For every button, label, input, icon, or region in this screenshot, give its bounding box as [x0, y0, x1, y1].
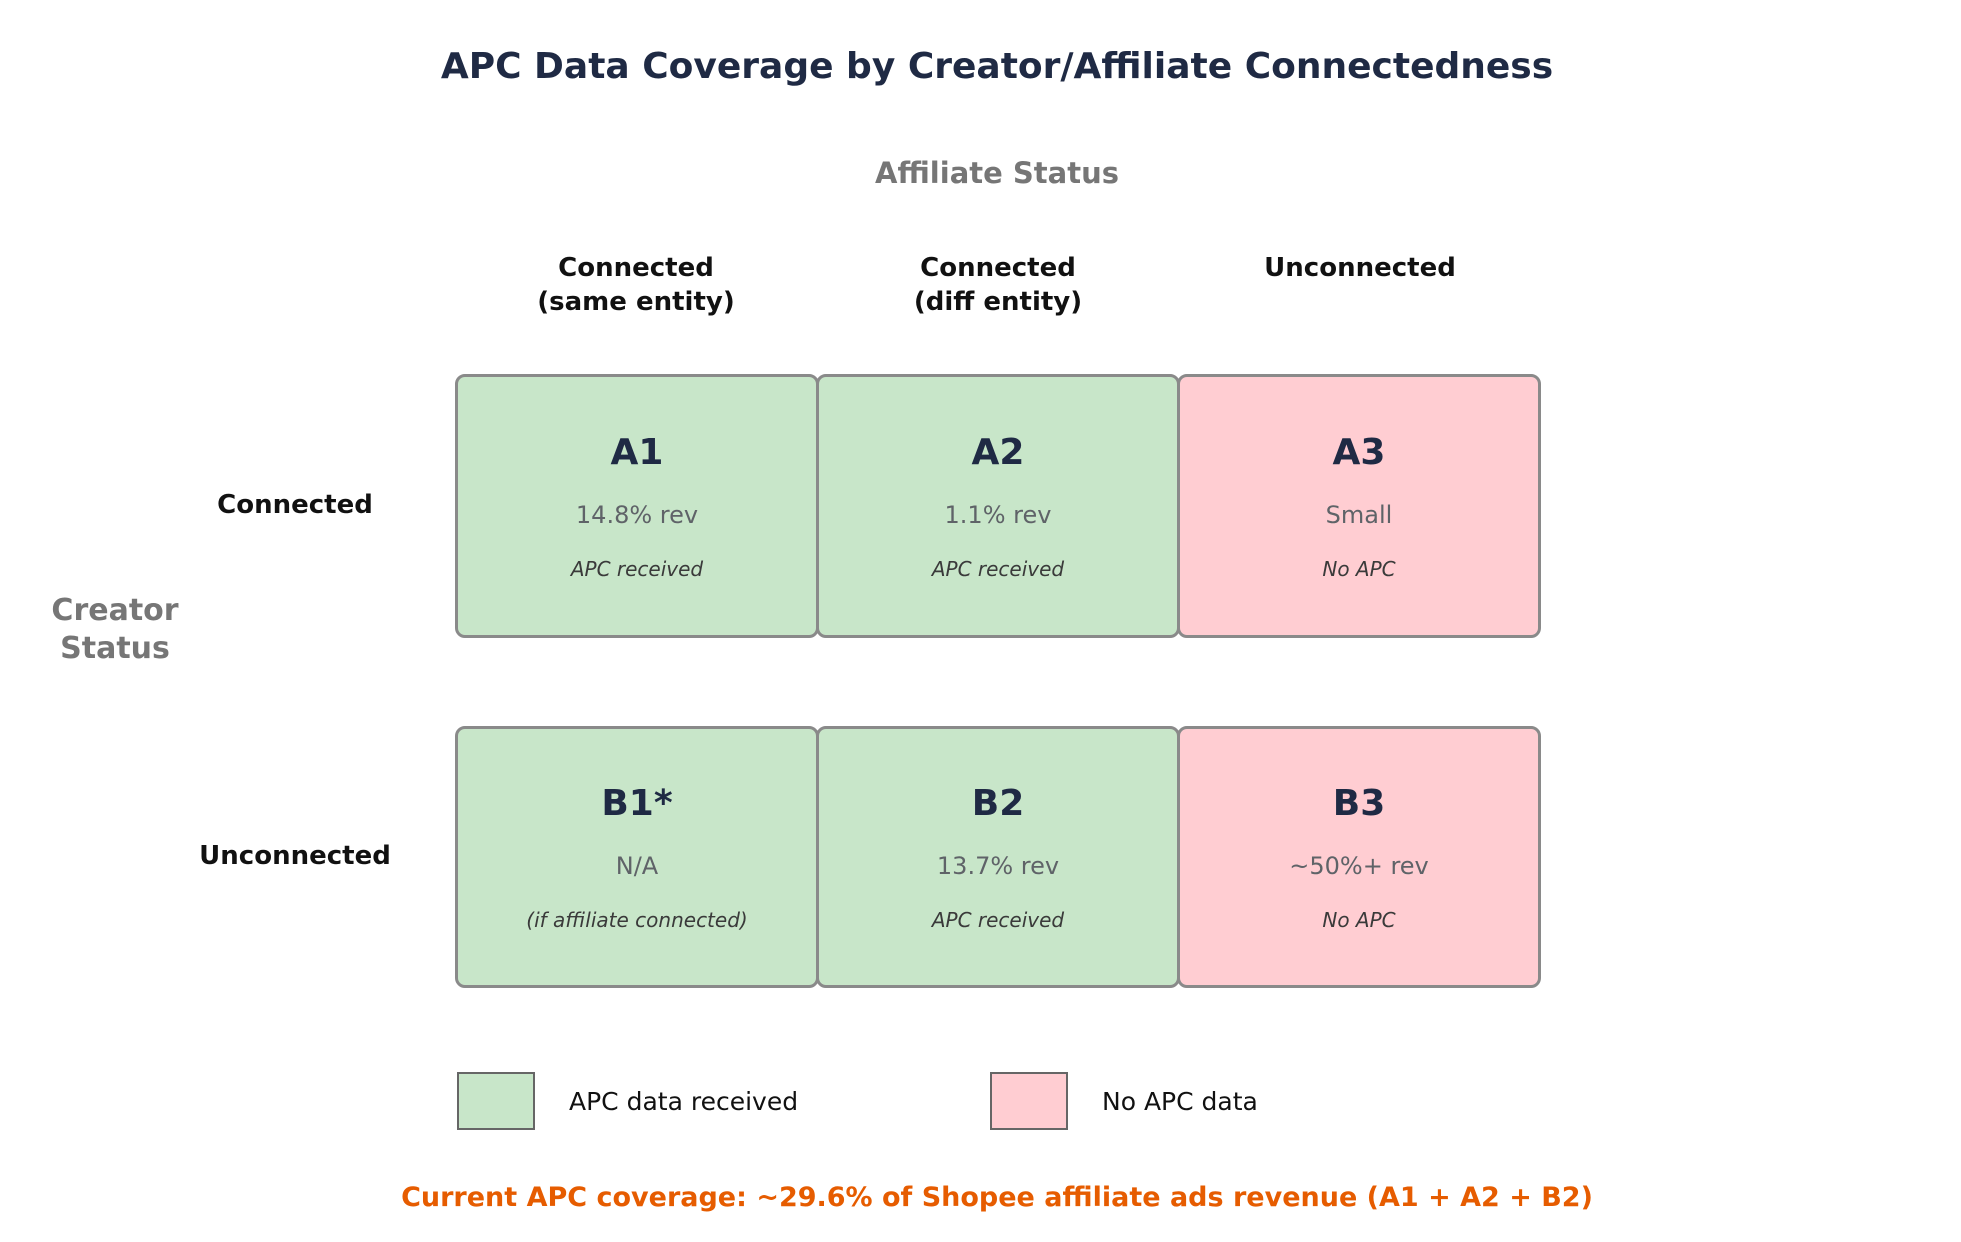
legend-label: No APC data — [1102, 1086, 1258, 1116]
column-headers: Connected (same entity) Connected (diff … — [455, 252, 1541, 320]
cell-note: APC received — [931, 556, 1065, 581]
legend-swatch-green — [457, 1072, 535, 1130]
cell-note: No APC — [1322, 556, 1396, 581]
cell-note: No APC — [1322, 907, 1396, 932]
column-header-unconnected: Unconnected — [1179, 252, 1541, 320]
creator-status-axis-label-line2: Status — [60, 630, 170, 666]
figure-title: APC Data Coverage by Creator/Affiliate C… — [440, 46, 1554, 87]
matrix-cell-b3: B3 ~50%+ rev No APC — [1177, 726, 1541, 988]
legend-item-no-apc: No APC data — [990, 1072, 1258, 1130]
matrix-cell-b2: B2 13.7% rev APC received — [816, 726, 1180, 988]
column-header-line2: (same entity) — [537, 286, 735, 317]
row-header-unconnected: Unconnected — [199, 841, 391, 871]
column-header-line1: Connected — [558, 253, 714, 283]
creator-status-axis-label: Creator Status — [15, 592, 215, 667]
cell-note: (if affiliate connected) — [526, 907, 748, 932]
matrix-cell-a1: A1 14.8% rev APC received — [455, 374, 819, 638]
legend-item-apc-received: APC data received — [457, 1072, 798, 1130]
column-header-connected-diff-entity: Connected (diff entity) — [817, 252, 1179, 320]
column-header-line2: (diff entity) — [913, 286, 1083, 317]
cell-code: B3 — [1332, 782, 1386, 824]
legend-label: APC data received — [569, 1086, 799, 1116]
cell-note: APC received — [570, 556, 704, 581]
matrix-row-unconnected: B1* N/A (if affiliate connected) B2 13.7… — [455, 726, 1541, 988]
cell-value: Small — [1325, 500, 1393, 529]
cell-code: A3 — [1332, 431, 1386, 473]
cell-value: 14.8% rev — [575, 500, 699, 529]
affiliate-status-axis-label: Affiliate Status — [875, 156, 1119, 190]
cell-code: A2 — [971, 431, 1025, 473]
cell-value: N/A — [615, 851, 659, 880]
matrix-cell-a3: A3 Small No APC — [1177, 374, 1541, 638]
cell-value: 13.7% rev — [936, 851, 1060, 880]
cell-value: ~50%+ rev — [1289, 851, 1429, 880]
cell-code: A1 — [610, 431, 664, 473]
cell-code: B2 — [971, 782, 1025, 824]
cell-code: B1* — [601, 782, 673, 824]
row-header-connected: Connected — [217, 490, 373, 520]
column-header-line1: Unconnected — [1264, 253, 1456, 283]
matrix-row-connected: A1 14.8% rev APC received A2 1.1% rev AP… — [455, 374, 1541, 638]
column-header-line1: Connected — [920, 253, 1076, 283]
cell-note: APC received — [931, 907, 1065, 932]
matrix-cell-a2: A2 1.1% rev APC received — [816, 374, 1180, 638]
creator-status-axis-label-line1: Creator — [51, 593, 179, 628]
matrix-cell-b1: B1* N/A (if affiliate connected) — [455, 726, 819, 988]
cell-value: 1.1% rev — [944, 500, 1052, 529]
legend-swatch-pink — [990, 1072, 1068, 1130]
coverage-footnote: Current APC coverage: ~29.6% of Shopee a… — [401, 1182, 1593, 1213]
column-header-connected-same-entity: Connected (same entity) — [455, 252, 817, 320]
